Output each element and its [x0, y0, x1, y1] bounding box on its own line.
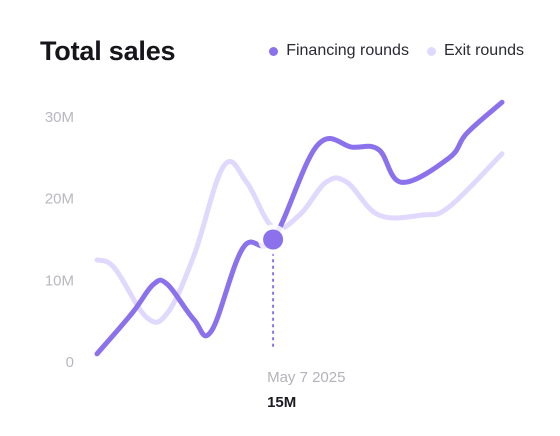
legend-marker-financing: [269, 46, 279, 56]
y-tick-label: 30M: [45, 109, 74, 126]
legend-marker-exit: [426, 46, 436, 56]
y-tick-label: 0: [66, 354, 74, 371]
y-tick-label: 10M: [45, 272, 74, 289]
legend-item-exit[interactable]: Exit rounds: [426, 42, 524, 60]
legend-label-exit: Exit rounds: [443, 42, 524, 59]
highlight-date-label: May 7 2025: [267, 369, 345, 386]
highlight-point: [263, 229, 284, 250]
chart-title: Total sales: [40, 36, 176, 66]
series-line-financing-rounds: [94, 99, 505, 357]
legend-item-financing[interactable]: Financing rounds: [269, 42, 409, 60]
y-tick-label: 20M: [45, 191, 74, 208]
chart-legend: Financing rounds Exit rounds: [269, 42, 524, 60]
legend-label-financing: Financing rounds: [286, 42, 409, 59]
highlight-value-label: 15M: [267, 394, 296, 411]
